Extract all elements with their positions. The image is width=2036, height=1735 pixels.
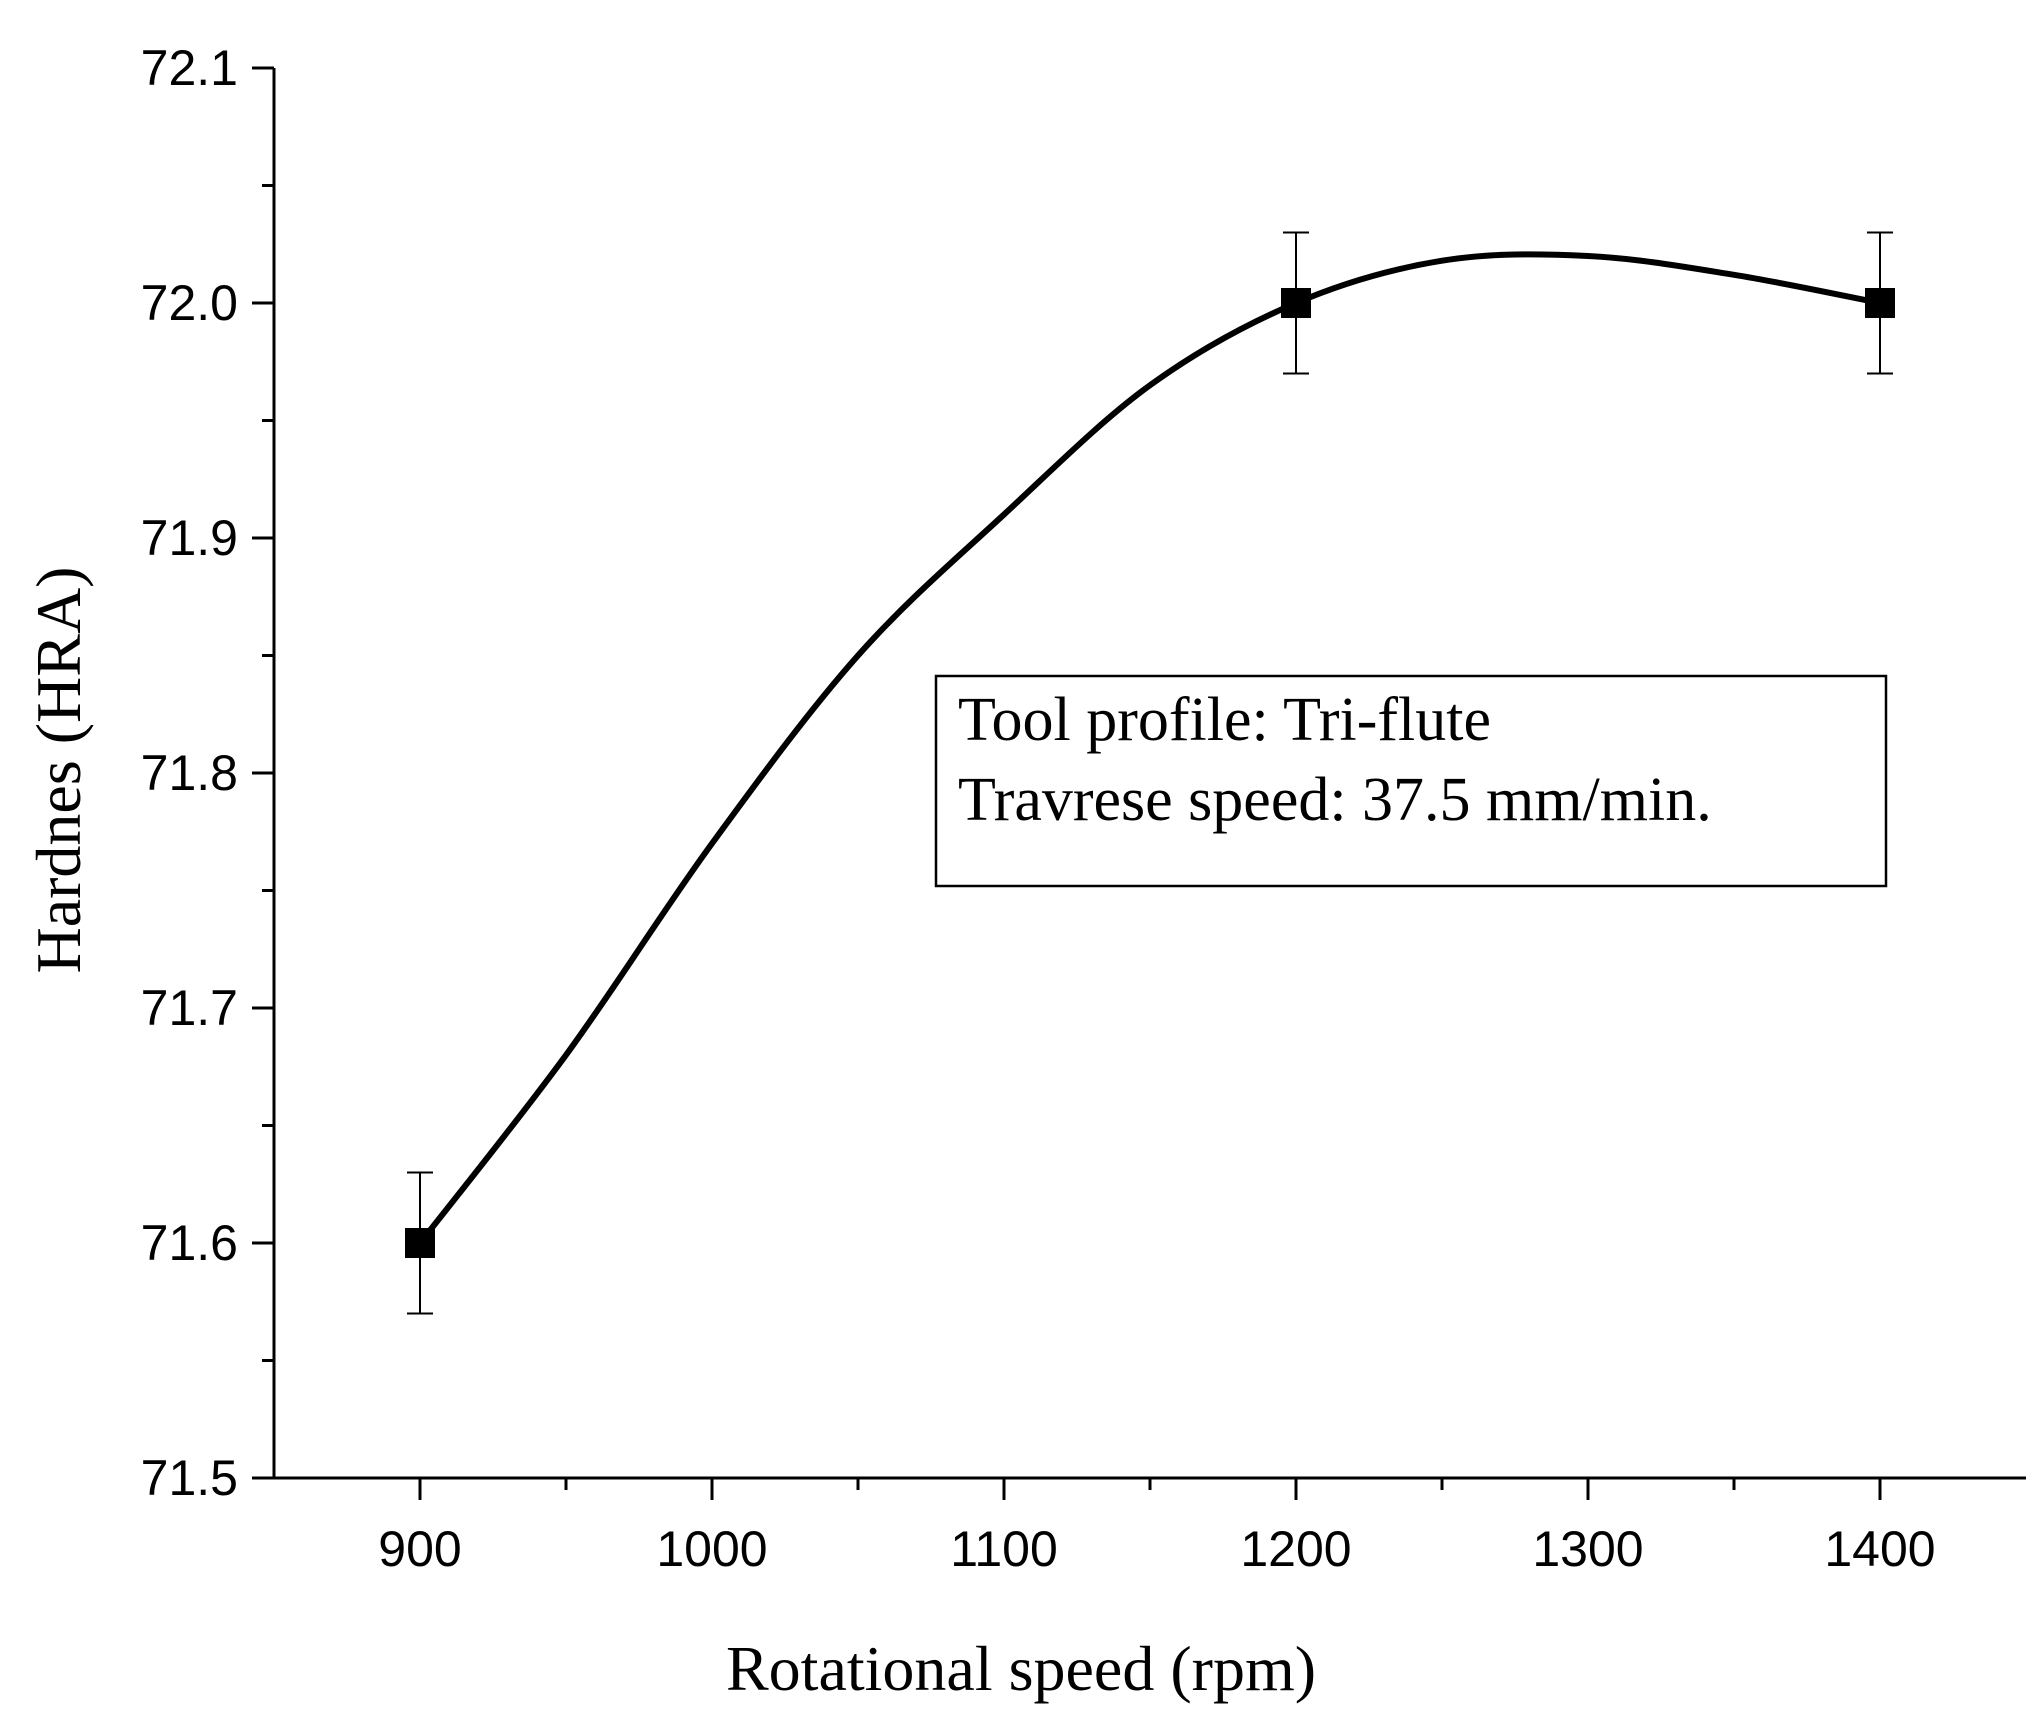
- x-tick-label: 1300: [1532, 1521, 1643, 1577]
- y-tick-label: 71.8: [141, 745, 238, 801]
- annotation-line-2: Travrese speed: 37.5 mm/min.: [958, 766, 1712, 834]
- y-tick-label: 72.0: [141, 275, 238, 331]
- annotation-line-1: Tool profile: Tri-flute: [958, 686, 1491, 754]
- y-tick-label: 71.5: [141, 1450, 238, 1506]
- x-axis-ticks: 900 1000 1100 1200 1300 1400: [378, 1478, 1936, 1577]
- y-tick-label: 72.1: [141, 40, 238, 96]
- x-tick-label: 1100: [950, 1521, 1058, 1577]
- y-tick-label: 71.7: [141, 980, 238, 1036]
- data-series: [405, 231, 1895, 1315]
- data-point-marker: [1865, 288, 1895, 318]
- x-tick-label: 1400: [1824, 1521, 1935, 1577]
- y-tick-label: 71.9: [141, 510, 238, 566]
- x-tick-label: 1200: [1240, 1521, 1351, 1577]
- data-point-marker: [405, 1228, 435, 1258]
- x-tick-label: 1000: [656, 1521, 767, 1577]
- series-line: [417, 251, 1881, 1245]
- data-point-marker: [1281, 288, 1311, 318]
- x-axis-title: Rotational speed (rpm): [726, 1633, 1316, 1704]
- annotation-box: Tool profile: Tri-flute Travrese speed: …: [934, 674, 1888, 888]
- annotation-border: [934, 674, 1888, 888]
- x-tick-label: 900: [378, 1521, 461, 1577]
- y-tick-label: 71.6: [141, 1215, 238, 1271]
- y-axis-ticks: 71.5 71.6 71.7 71.8 71.9 72.0 72.1: [141, 40, 274, 1506]
- y-axis-title: Hardnes (HRA): [23, 567, 94, 974]
